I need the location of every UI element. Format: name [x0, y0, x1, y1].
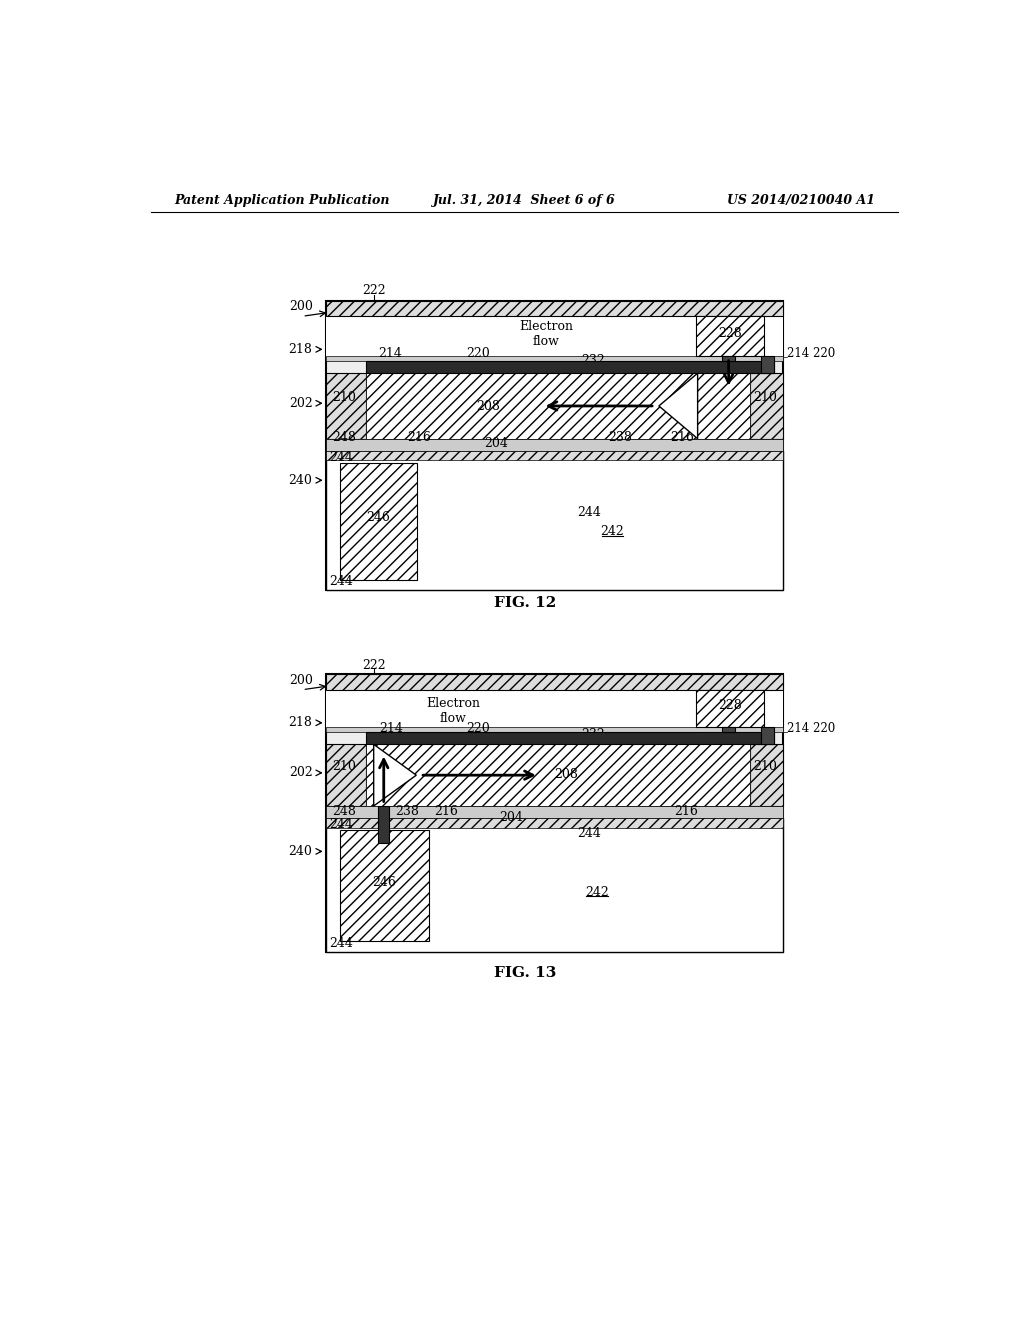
Text: 218: 218	[289, 717, 312, 730]
Bar	[326, 451, 783, 461]
Text: 240: 240	[289, 474, 312, 487]
Text: 214: 214	[380, 722, 403, 735]
Text: Patent Application Publication: Patent Application Publication	[174, 194, 390, 207]
Text: Electron
flow: Electron flow	[519, 319, 573, 348]
Text: 248: 248	[332, 805, 355, 818]
Text: 216: 216	[434, 805, 458, 818]
Bar	[326, 744, 783, 807]
Text: 228: 228	[718, 700, 742, 713]
Text: 238: 238	[608, 430, 632, 444]
Text: US 2014/0210040 A1: US 2014/0210040 A1	[727, 194, 876, 207]
Text: 248: 248	[332, 430, 355, 444]
Bar	[340, 830, 429, 941]
Bar	[326, 675, 783, 689]
Text: 216: 216	[674, 805, 698, 818]
Text: 208: 208	[476, 400, 501, 413]
Bar	[761, 356, 773, 374]
Text: 220: 220	[466, 722, 490, 735]
Polygon shape	[658, 374, 697, 438]
Text: 228: 228	[718, 327, 742, 341]
Text: 244: 244	[578, 828, 601, 841]
Text: 244: 244	[578, 506, 601, 519]
Text: 244: 244	[330, 450, 353, 463]
Bar	[366, 744, 750, 807]
Text: 204: 204	[500, 810, 523, 824]
Text: 214: 214	[378, 347, 401, 360]
Text: Electron
flow: Electron flow	[427, 697, 480, 725]
Text: 214 220: 214 220	[786, 722, 835, 735]
Text: Jul. 31, 2014  Sheet 6 of 6: Jul. 31, 2014 Sheet 6 of 6	[433, 194, 616, 207]
Text: 214 220: 214 220	[786, 347, 835, 360]
Bar	[366, 374, 750, 438]
Bar	[366, 733, 773, 744]
Text: 200: 200	[289, 675, 313, 686]
Polygon shape	[374, 744, 417, 807]
Bar	[722, 726, 735, 733]
Text: 202: 202	[289, 767, 312, 779]
Bar	[326, 374, 783, 438]
Text: 220: 220	[466, 347, 490, 360]
Bar	[378, 807, 389, 843]
Text: 242: 242	[585, 886, 608, 899]
Bar	[326, 301, 783, 317]
Text: 244: 244	[330, 576, 353, 589]
Bar	[326, 727, 783, 733]
Bar	[326, 451, 783, 590]
Bar	[326, 356, 783, 360]
Text: 222: 222	[362, 284, 386, 297]
Text: 244: 244	[330, 937, 353, 950]
Bar	[366, 744, 750, 807]
Text: 222: 222	[362, 659, 386, 672]
Text: 238: 238	[395, 805, 419, 818]
Text: 218: 218	[289, 343, 312, 356]
Text: 216: 216	[670, 430, 694, 444]
Bar	[326, 675, 783, 952]
Text: 242: 242	[600, 525, 625, 539]
Text: 246: 246	[372, 875, 395, 888]
Bar	[761, 727, 773, 744]
Bar	[366, 360, 773, 374]
Text: 216: 216	[407, 430, 430, 444]
Text: 210: 210	[332, 760, 355, 774]
Bar	[326, 818, 783, 952]
Text: 200: 200	[289, 300, 313, 313]
Bar	[722, 356, 735, 360]
Text: 232: 232	[581, 727, 604, 741]
Bar	[326, 301, 783, 590]
Text: 204: 204	[484, 437, 508, 450]
Text: 210: 210	[753, 760, 776, 774]
Text: FIG. 12: FIG. 12	[494, 597, 556, 610]
Text: FIG. 13: FIG. 13	[494, 966, 556, 979]
Bar	[696, 689, 764, 726]
Text: 232: 232	[581, 354, 604, 367]
Bar	[340, 462, 417, 579]
Bar	[366, 374, 750, 438]
Bar	[696, 317, 764, 356]
Bar	[326, 438, 783, 451]
Text: 202: 202	[289, 397, 312, 409]
Bar	[326, 807, 783, 818]
Text: 210: 210	[753, 391, 776, 404]
Text: 210: 210	[332, 391, 355, 404]
Text: 246: 246	[367, 511, 390, 524]
Bar	[326, 689, 783, 733]
Bar	[326, 317, 783, 360]
Text: 240: 240	[289, 845, 312, 858]
Text: 244: 244	[330, 818, 353, 832]
Bar	[326, 818, 783, 828]
Text: 208: 208	[554, 768, 578, 781]
